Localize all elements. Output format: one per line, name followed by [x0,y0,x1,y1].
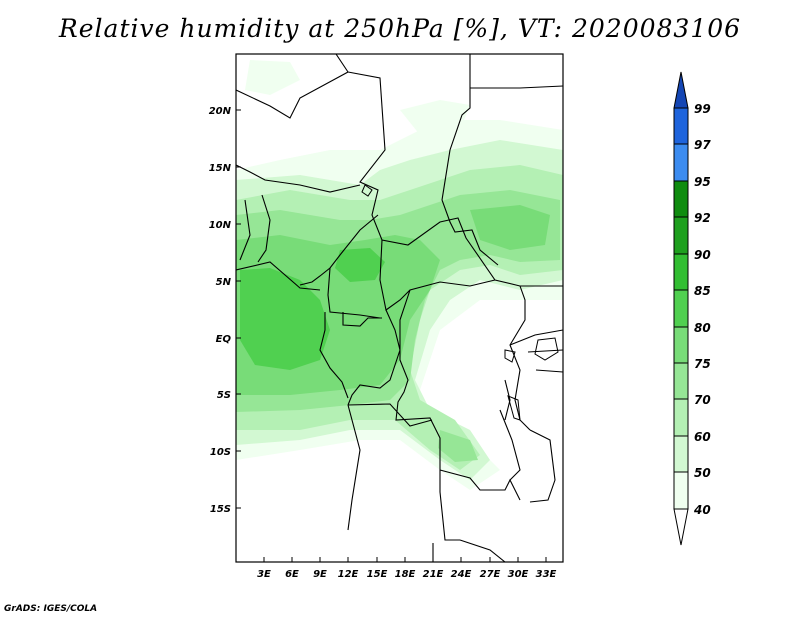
colorbar-label: 90 [694,248,711,262]
lon-labels: 3E 6E 9E 12E 15E 18E 21E 24E 27E 30E 33E [257,569,556,580]
colorbar-bottom-arrow [673,508,689,546]
lat-label: EQ [216,334,232,345]
colorbar-label: 40 [693,503,711,517]
colorbar-label: 80 [694,321,711,335]
colorbar-bin [673,143,689,182]
lon-label: 24E [451,569,472,580]
lat-label: 10N [209,220,232,231]
lat-label: 5S [217,390,231,401]
humidity-region-40 [400,100,470,135]
credit-text: GrADS: IGES/COLA [4,604,98,614]
humidity-region-40 [245,60,300,95]
colorbar-top-arrow [673,71,689,109]
lat-label: 20N [209,106,232,117]
colorbar [673,71,689,546]
lon-label: 9E [313,569,327,580]
colorbar-label: 50 [694,466,711,480]
colorbar-bin [673,435,689,473]
colorbar-label: 95 [694,175,711,189]
humidity-region-75 [470,205,550,250]
lakes [361,184,559,421]
humidity-region-70 [438,430,478,462]
lon-label: 18E [395,569,416,580]
lon-label: 15E [367,569,388,580]
lat-label: 15N [209,163,232,174]
colorbar-bin [673,398,689,437]
lon-label: 27E [480,569,501,580]
lon-label: 21E [423,569,444,580]
colorbar-bin [673,107,689,145]
country-borders [236,54,563,562]
humidity-field [236,60,563,490]
colorbar-labels: 99 97 95 92 90 85 80 75 70 60 50 40 [693,102,711,517]
humidity-region-80 [240,268,330,370]
colorbar-label: 70 [694,393,711,407]
colorbar-bin [673,253,689,291]
humidity-region-80 [335,248,385,282]
colorbar-label: 99 [694,102,711,116]
lon-ticks [263,557,547,562]
map-frame [235,53,564,563]
lon-label: 12E [338,569,359,580]
colorbar-bin [673,216,689,255]
lat-label: 5N [216,277,232,288]
colorbar-bin [673,180,689,218]
lat-label: 15S [210,504,231,515]
lon-label: 33E [536,569,557,580]
colorbar-label: 60 [694,430,711,444]
lon-label: 6E [285,569,299,580]
colorbar-bin [673,471,689,510]
lat-label: 10S [210,447,231,458]
colorbar-label: 85 [694,284,711,298]
colorbar-bin [673,289,689,328]
chart-title: Relative humidity at 250hPa [%], VT: 202… [58,14,742,43]
lat-ticks [236,109,241,509]
colorbar-label: 92 [694,211,711,225]
colorbar-bin [673,326,689,364]
colorbar-label: 97 [694,138,711,152]
colorbar-label: 75 [694,357,711,371]
lon-label: 3E [257,569,271,580]
lon-label: 30E [508,569,529,580]
colorbar-bin [673,362,689,400]
lat-labels: 20N 15N 10N 5N EQ 5S 10S 15S [209,106,232,515]
